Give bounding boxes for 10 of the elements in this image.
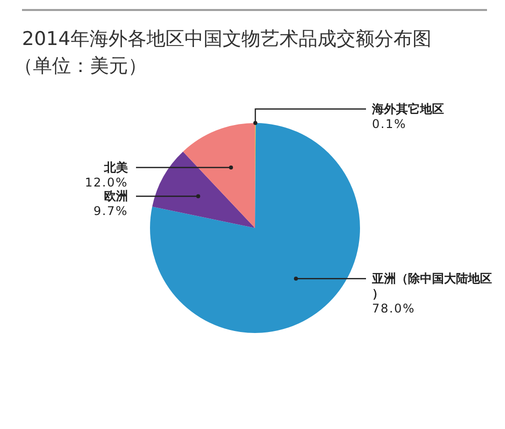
slice-label: 海外其它地区 — [371, 102, 444, 116]
slice-label: 欧洲 — [104, 189, 128, 204]
data-label: 9.7% — [94, 204, 128, 218]
data-label: 12.0% — [84, 175, 128, 190]
data-label: 0.1% — [372, 117, 406, 131]
data-label: 78.0% — [372, 302, 416, 316]
chart-subtitle: （单位：美元） — [14, 55, 147, 77]
slice-label: 亚洲（除中国大陆地区） — [371, 272, 492, 301]
chart-title: 2014年海外各地区中国文物艺术品成交额分布图 — [22, 28, 432, 50]
slice-label: 北美 — [103, 160, 128, 174]
